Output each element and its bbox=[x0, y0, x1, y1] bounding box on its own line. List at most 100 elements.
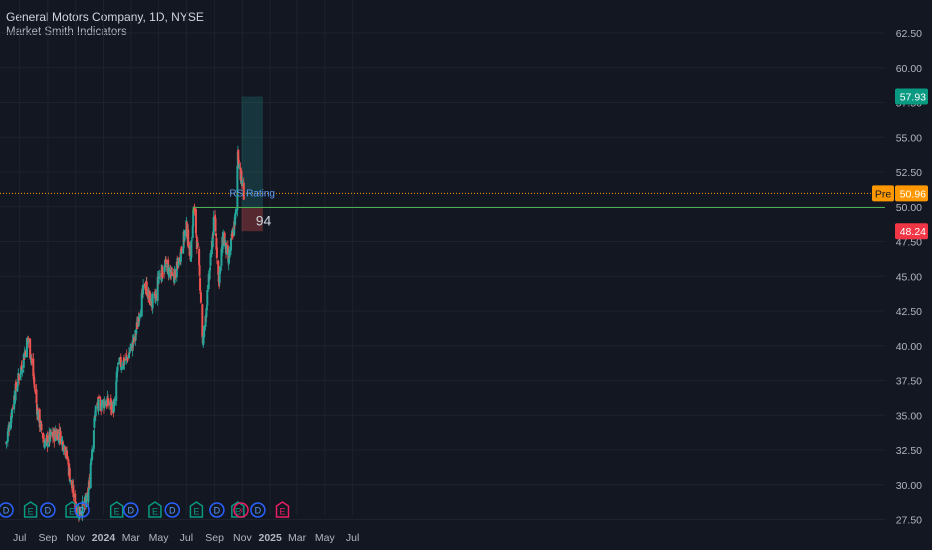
candle-body bbox=[183, 233, 186, 241]
dividend-marker-label: D bbox=[128, 506, 135, 516]
candle-body bbox=[228, 250, 231, 258]
x-tick-label: Sep bbox=[39, 532, 58, 544]
candle-body bbox=[212, 217, 215, 235]
candle-body bbox=[138, 315, 141, 318]
candle-body bbox=[163, 265, 166, 272]
earnings-marker-label: E bbox=[28, 507, 34, 517]
target-price-badge-bg bbox=[895, 88, 928, 105]
candle-body bbox=[113, 401, 116, 405]
candle-body bbox=[226, 245, 229, 253]
candle-body bbox=[236, 165, 239, 211]
candle-body bbox=[20, 365, 23, 371]
candle-body bbox=[11, 409, 14, 411]
candle-body bbox=[187, 229, 190, 248]
candle-body bbox=[230, 238, 233, 251]
candle-body bbox=[204, 316, 207, 318]
y-tick-label: 32.50 bbox=[896, 445, 922, 457]
event-markers: D E D E D E D E D E D E⚡ D E bbox=[0, 501, 290, 518]
candle-body bbox=[220, 248, 223, 266]
candle-body bbox=[25, 338, 28, 358]
candle-body bbox=[66, 450, 69, 459]
candle-body bbox=[88, 480, 91, 488]
candle-body bbox=[137, 317, 140, 327]
candle-body bbox=[90, 459, 93, 465]
x-tick-label: Mar bbox=[288, 532, 307, 544]
candle-body bbox=[122, 357, 125, 365]
y-tick-label: 50.00 bbox=[896, 202, 922, 214]
earnings-marker-icon bbox=[23, 501, 38, 518]
candle-body bbox=[43, 442, 46, 449]
candle-body bbox=[170, 272, 173, 274]
candle-body bbox=[68, 468, 71, 482]
split-marker-icon bbox=[233, 502, 249, 518]
candle-body bbox=[101, 400, 104, 407]
candle-body bbox=[33, 385, 36, 389]
x-tick-label: May bbox=[315, 532, 336, 544]
candle-body bbox=[41, 432, 44, 439]
indicator-name[interactable]: Market Smith Indicators bbox=[6, 26, 127, 38]
candle-body bbox=[29, 338, 32, 359]
earnings-marker-icon bbox=[65, 501, 79, 518]
rs-rating-value: 94 bbox=[256, 212, 272, 228]
candle-body bbox=[192, 210, 195, 227]
candle-body bbox=[214, 233, 217, 237]
candle-body bbox=[134, 330, 137, 342]
candle-body bbox=[240, 171, 243, 182]
dividend-marker-label: D bbox=[3, 506, 10, 516]
candle-body bbox=[89, 463, 92, 489]
earnings-marker-icon bbox=[189, 501, 204, 518]
candle-body bbox=[214, 218, 217, 232]
candle-body bbox=[40, 423, 43, 431]
candle-body bbox=[202, 336, 205, 346]
earnings-marker-label: E bbox=[152, 507, 158, 517]
candle-body bbox=[205, 308, 208, 318]
last-price-badge-bg bbox=[895, 185, 928, 202]
x-tick-label: 2025 bbox=[259, 532, 283, 544]
candle-body bbox=[5, 441, 8, 444]
candle-body bbox=[209, 268, 212, 271]
x-tick-label: Jul bbox=[13, 532, 26, 544]
y-tick-label: 27.50 bbox=[896, 515, 922, 527]
candle-body bbox=[179, 249, 182, 262]
candle-body bbox=[241, 180, 244, 187]
candle-body bbox=[214, 215, 217, 219]
candle-body bbox=[198, 265, 201, 276]
candle-body bbox=[112, 403, 115, 412]
candle-body bbox=[50, 431, 53, 436]
candle-body bbox=[198, 249, 201, 266]
x-tick-label: May bbox=[149, 532, 170, 544]
candle-body bbox=[71, 481, 74, 488]
candle-body bbox=[132, 337, 135, 342]
candle-body bbox=[10, 409, 13, 419]
candle-body bbox=[70, 480, 73, 482]
candle-body bbox=[53, 429, 56, 442]
candle-body bbox=[210, 240, 213, 255]
candle-body bbox=[182, 248, 185, 254]
candle-body bbox=[136, 322, 139, 330]
candle-body bbox=[215, 238, 218, 250]
candle-body bbox=[91, 448, 94, 452]
candle-body bbox=[35, 389, 38, 404]
pre-badge-bg bbox=[872, 185, 894, 202]
candle-body bbox=[231, 232, 234, 238]
candle-body bbox=[139, 313, 142, 317]
y-tick-label: 55.00 bbox=[896, 132, 922, 144]
candle-body bbox=[140, 293, 143, 317]
candle-body bbox=[46, 443, 49, 447]
candle-body bbox=[99, 399, 102, 401]
candle-body bbox=[224, 240, 227, 246]
candle-body bbox=[153, 292, 156, 294]
candle-body bbox=[169, 275, 172, 276]
candle-body bbox=[234, 213, 237, 225]
candle-body bbox=[218, 271, 221, 283]
candle-body bbox=[61, 440, 64, 441]
candle-body bbox=[203, 326, 206, 338]
candle-body bbox=[7, 427, 10, 434]
candle-body bbox=[142, 284, 145, 288]
dividend-marker-label: D bbox=[214, 506, 221, 516]
candle-body bbox=[57, 430, 60, 443]
earnings-marker-label: E bbox=[193, 507, 199, 517]
candle-body bbox=[7, 425, 10, 430]
candle-body bbox=[196, 243, 199, 247]
